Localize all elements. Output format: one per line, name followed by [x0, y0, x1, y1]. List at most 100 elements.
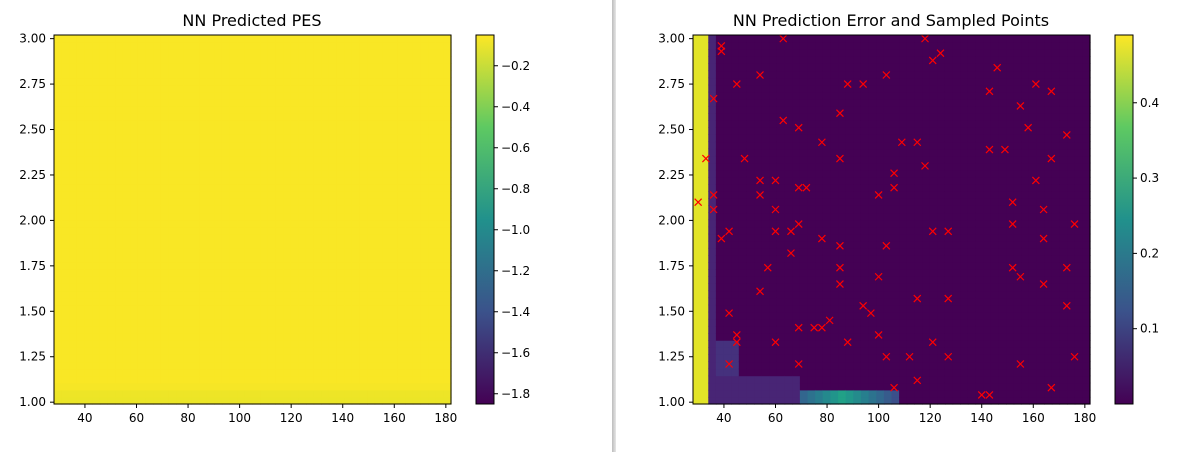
heatmap-cell — [122, 396, 131, 405]
heatmap-cell — [397, 375, 406, 384]
heatmap-cell — [899, 42, 908, 50]
heatmap-cell — [321, 105, 330, 114]
heatmap-cell — [412, 297, 422, 306]
heatmap-cell — [738, 169, 748, 178]
heatmap-cell — [76, 155, 86, 164]
heatmap-cell — [723, 35, 732, 43]
heatmap-cell — [830, 134, 839, 143]
heatmap-cell — [92, 141, 101, 150]
heatmap-cell — [815, 63, 824, 72]
heatmap-cell — [822, 375, 832, 384]
heatmap-cell — [252, 254, 261, 263]
heatmap-cell — [160, 169, 170, 178]
heatmap-cell — [929, 63, 938, 72]
heatmap-cell — [975, 389, 984, 398]
heatmap-cell — [168, 290, 177, 299]
heatmap-cell — [260, 318, 269, 327]
heatmap-cell — [244, 77, 254, 86]
heatmap-cell — [906, 333, 915, 341]
heatmap-cell — [84, 233, 93, 242]
heatmap-cell — [191, 247, 200, 256]
heatmap-cell — [412, 311, 422, 320]
heatmap-cell — [990, 283, 999, 292]
heatmap-cell — [929, 212, 938, 221]
heatmap-cell — [944, 134, 954, 143]
heatmap-cell — [952, 134, 961, 143]
heatmap-cell — [359, 113, 368, 121]
heatmap-cell — [845, 113, 854, 121]
heatmap-cell — [428, 318, 437, 327]
heatmap-cell — [92, 70, 101, 79]
heatmap-cell — [191, 148, 200, 157]
heatmap-cell — [99, 240, 109, 249]
heatmap-cell — [191, 134, 200, 143]
heatmap-cell — [344, 396, 353, 405]
heatmap-cell — [838, 269, 847, 277]
heatmap-cell — [122, 318, 131, 327]
heatmap-cell — [397, 56, 406, 64]
heatmap-cell — [389, 389, 399, 398]
heatmap-cell — [435, 191, 444, 199]
heatmap-cell — [723, 184, 732, 192]
heatmap-cell — [906, 98, 915, 107]
heatmap-cell — [69, 219, 78, 228]
heatmap-cell — [214, 141, 223, 150]
heatmap-cell — [937, 148, 946, 157]
heatmap-cell — [784, 325, 793, 334]
heatmap-cell — [914, 354, 923, 363]
heatmap-cell — [122, 198, 131, 206]
heatmap-cell — [998, 191, 1007, 199]
heatmap-cell — [153, 98, 162, 107]
heatmap-cell — [206, 134, 215, 143]
heatmap-cell — [838, 311, 847, 320]
heatmap-cell — [92, 325, 101, 334]
heatmap-cell — [328, 120, 338, 128]
heatmap-cell — [76, 105, 86, 114]
heatmap-cell — [221, 127, 231, 135]
heatmap-cell — [275, 354, 284, 363]
heatmap-cell — [899, 155, 908, 164]
heatmap-cell — [206, 269, 215, 277]
heatmap-cell — [435, 205, 444, 214]
heatmap-cell — [899, 226, 908, 235]
heatmap-cell — [137, 141, 147, 150]
window-divider[interactable] — [612, 0, 616, 452]
heatmap-cell — [868, 169, 877, 178]
heatmap-cell — [975, 297, 984, 306]
heatmap-cell — [967, 325, 977, 334]
heatmap-cell — [693, 169, 702, 178]
heatmap-cell — [321, 340, 330, 348]
heatmap-cell — [229, 254, 238, 263]
heatmap-cell — [967, 290, 977, 299]
heatmap-cell — [929, 262, 938, 270]
heatmap-cell — [754, 347, 763, 355]
heatmap-cell — [807, 98, 816, 107]
heatmap-cell — [715, 368, 725, 377]
heatmap-cell — [115, 198, 124, 206]
heatmap-cell — [412, 198, 422, 206]
heatmap-cell — [807, 84, 816, 93]
heatmap-cell — [298, 396, 307, 405]
heatmap-cell — [435, 212, 444, 221]
heatmap-cell — [283, 113, 292, 121]
heatmap-cell — [799, 226, 809, 235]
heatmap-cell — [845, 127, 854, 135]
heatmap-cell — [412, 49, 422, 57]
heatmap-cell — [328, 77, 338, 86]
heatmap-cell — [397, 184, 406, 192]
heatmap-cell — [700, 63, 709, 72]
heatmap-cell — [69, 212, 78, 221]
heatmap-cell — [252, 240, 261, 249]
heatmap-cell — [944, 105, 954, 114]
heatmap-cell — [792, 290, 801, 299]
heatmap-cell — [221, 311, 231, 320]
heatmap-cell — [944, 389, 954, 398]
heatmap-cell — [344, 233, 353, 242]
heatmap-cell — [328, 35, 338, 43]
heatmap-cell — [145, 91, 154, 100]
heatmap-cell — [891, 247, 900, 256]
heatmap-cell — [967, 141, 977, 150]
heatmap-cell — [290, 396, 299, 405]
heatmap-cell — [130, 84, 139, 93]
heatmap-cell — [952, 98, 961, 107]
